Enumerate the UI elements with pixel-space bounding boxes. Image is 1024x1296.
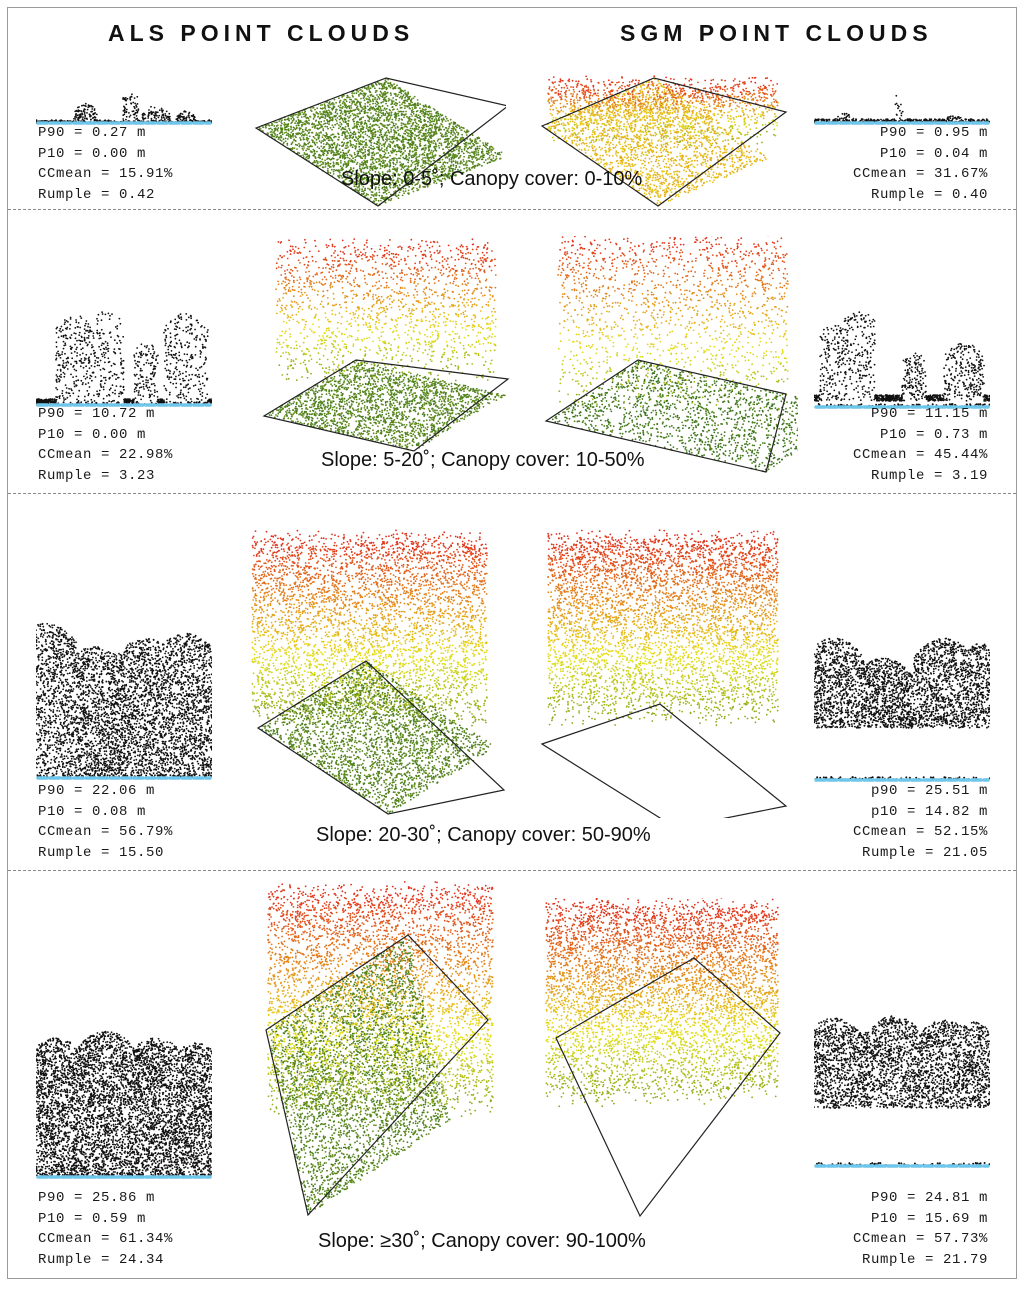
profile-points	[36, 73, 212, 128]
als-rumple: Rumple = 15.50	[38, 843, 173, 864]
als-metrics: P90 = 0.27 m P10 = 0.00 m CCmean = 15.91…	[38, 123, 173, 205]
sgm-profile-plot	[814, 303, 990, 413]
row-separator	[8, 870, 1016, 871]
sgm-rumple: Rumple = 21.79	[853, 1250, 988, 1271]
profile-points	[814, 998, 990, 1173]
sgm-header: SGM POINT CLOUDS	[620, 20, 933, 47]
row-caption: Slope: 20-30˚; Canopy cover: 50-90%	[316, 824, 651, 847]
als-metrics: P90 = 25.86 m P10 = 0.59 m CCmean = 61.3…	[38, 1188, 173, 1270]
sgm-metrics: p90 = 25.51 m p10 = 14.82 m CCmean = 52.…	[853, 781, 988, 863]
profile-points	[36, 1013, 212, 1183]
als-ccmean: CCmean = 61.34%	[38, 1229, 173, 1250]
sgm-rumple: Rumple = 21.05	[853, 843, 988, 864]
als-p90: P90 = 25.86 m	[38, 1188, 173, 1209]
als-profile-plot	[36, 73, 212, 128]
als-p90: P90 = 0.27 m	[38, 123, 173, 144]
als-rumple: Rumple = 0.42	[38, 185, 173, 206]
row-caption: Slope: 5-20˚; Canopy cover: 10-50%	[321, 449, 645, 472]
row-caption: Slope: ≥30˚; Canopy cover: 90-100%	[318, 1230, 646, 1253]
sgm-ccmean: CCmean = 52.15%	[853, 822, 988, 843]
sgm-ccmean: CCmean = 31.67%	[853, 164, 988, 185]
als-header: ALS POINT CLOUDS	[108, 20, 414, 47]
sgm-metrics: P90 = 0.95 m P10 = 0.04 m CCmean = 31.67…	[853, 123, 988, 205]
row-caption: Slope: 0-5˚; Canopy cover: 0-10%	[341, 168, 642, 191]
sgm-p90: P90 = 24.81 m	[853, 1188, 988, 1209]
sgm-p10: P10 = 0.73 m	[853, 425, 988, 446]
sgm-metrics: P90 = 24.81 m P10 = 15.69 m CCmean = 57.…	[853, 1188, 988, 1270]
als-3d-view	[248, 880, 498, 1220]
sgm-metrics: P90 = 11.15 m P10 = 0.73 m CCmean = 45.4…	[853, 404, 988, 486]
sgm-p10: P10 = 0.04 m	[853, 144, 988, 165]
sgm-p90: P90 = 0.95 m	[853, 123, 988, 144]
als-rumple: Rumple = 3.23	[38, 466, 173, 487]
sgm-p10: p10 = 14.82 m	[853, 802, 988, 823]
sgm-ccmean: CCmean = 45.44%	[853, 445, 988, 466]
als-p10: P10 = 0.08 m	[38, 802, 173, 823]
sgm-profile-plot	[814, 618, 990, 784]
als-ccmean: CCmean = 15.91%	[38, 164, 173, 185]
als-profile-plot	[36, 618, 212, 784]
point-cloud	[242, 528, 507, 818]
point-cloud	[246, 236, 516, 456]
profile-points	[814, 73, 990, 128]
point-cloud	[528, 898, 788, 1218]
als-ccmean: CCmean = 22.98%	[38, 445, 173, 466]
profile-points	[814, 303, 990, 413]
sgm-3d-view	[528, 898, 788, 1218]
sgm-profile-plot	[814, 998, 990, 1173]
sgm-p10: P10 = 15.69 m	[853, 1209, 988, 1230]
als-profile-plot	[36, 1013, 212, 1183]
profile-points	[36, 303, 212, 413]
als-ccmean: CCmean = 56.79%	[38, 822, 173, 843]
sgm-ccmean: CCmean = 57.73%	[853, 1229, 988, 1250]
als-rumple: Rumple = 24.34	[38, 1250, 173, 1271]
sgm-3d-view	[528, 528, 793, 818]
als-p10: P10 = 0.00 m	[38, 425, 173, 446]
profile-points	[814, 618, 990, 784]
als-p90: P90 = 10.72 m	[38, 404, 173, 425]
sgm-rumple: Rumple = 3.19	[853, 466, 988, 487]
als-p10: P10 = 0.00 m	[38, 144, 173, 165]
als-3d-view	[246, 236, 516, 456]
point-cloud	[248, 880, 498, 1220]
als-p90: P90 = 22.06 m	[38, 781, 173, 802]
figure: ALS POINT CLOUDS SGM POINT CLOUDS P90 = …	[7, 7, 1017, 1279]
als-3d-view	[242, 528, 507, 818]
profile-points	[36, 618, 212, 784]
als-metrics: P90 = 10.72 m P10 = 0.00 m CCmean = 22.9…	[38, 404, 173, 486]
point-cloud	[528, 528, 793, 818]
sgm-p90: p90 = 25.51 m	[853, 781, 988, 802]
sgm-rumple: Rumple = 0.40	[853, 185, 988, 206]
row-separator	[8, 209, 1016, 210]
row-separator	[8, 493, 1016, 494]
sgm-profile-plot	[814, 73, 990, 128]
als-profile-plot	[36, 303, 212, 413]
als-metrics: P90 = 22.06 m P10 = 0.08 m CCmean = 56.7…	[38, 781, 173, 863]
als-p10: P10 = 0.59 m	[38, 1209, 173, 1230]
sgm-p90: P90 = 11.15 m	[853, 404, 988, 425]
